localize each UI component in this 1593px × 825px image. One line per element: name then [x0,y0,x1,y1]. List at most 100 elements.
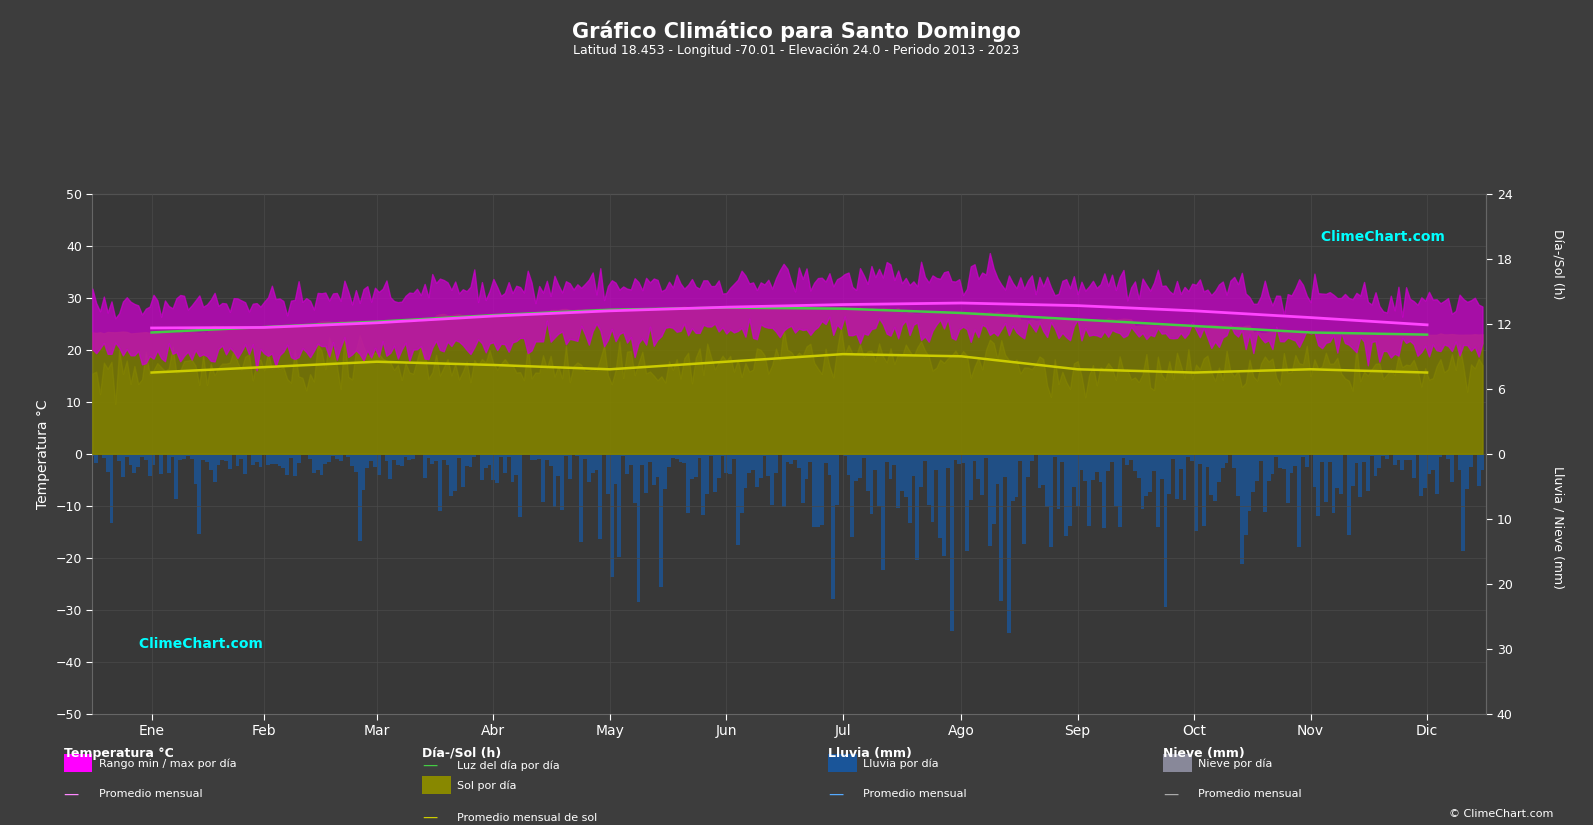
Bar [583,454,586,460]
Bar [1400,454,1403,470]
Bar [832,454,835,600]
Bar [930,454,935,522]
Bar [1416,454,1419,455]
Bar [121,454,124,477]
Text: ClimeChart.com: ClimeChart.com [1316,230,1445,244]
Bar [487,454,492,465]
Bar [263,454,266,455]
Bar [411,454,416,460]
Bar [403,454,408,456]
Bar [307,454,312,459]
Bar [1171,454,1176,460]
Bar [170,454,175,457]
Bar [709,454,714,456]
Text: Día-/Sol (h): Día-/Sol (h) [422,747,502,760]
Bar [511,454,515,482]
Bar [1217,454,1220,483]
Bar [660,454,663,587]
Bar [667,454,671,467]
Bar [124,454,129,457]
Bar [365,454,370,468]
Bar [102,454,105,458]
Bar [269,454,274,464]
Bar [1480,454,1485,470]
Bar [610,454,613,577]
Bar [1195,454,1198,530]
Text: Lluvia / Nieve (mm): Lluvia / Nieve (mm) [1552,466,1564,590]
Bar [977,454,980,478]
Bar [567,454,572,478]
Bar [812,454,816,526]
Bar [878,454,881,506]
Bar [327,454,331,462]
Bar [999,454,1004,601]
Bar [1321,454,1324,462]
Text: Temperatura °C: Temperatura °C [64,747,174,760]
Bar [1466,454,1469,488]
Bar [1359,454,1362,497]
Bar [889,454,892,479]
Bar [492,454,495,480]
Bar [1198,454,1201,464]
Bar [209,454,213,470]
Bar [1403,454,1408,460]
Bar [1438,454,1442,457]
Bar [91,454,94,456]
Bar [1252,454,1255,492]
Bar [217,454,220,465]
Bar [1037,454,1042,488]
Bar [870,454,873,514]
Bar [151,454,156,465]
Bar [1332,454,1335,513]
Bar [381,454,384,455]
Bar [1050,454,1053,547]
Bar [725,454,728,473]
Bar [457,454,460,458]
Bar [594,454,599,469]
Bar [1458,454,1461,469]
Bar [1182,454,1187,500]
Bar [1004,454,1007,477]
Bar [430,454,435,464]
Bar [542,454,545,502]
Bar [720,454,725,456]
Bar [755,454,758,487]
Bar [777,454,782,455]
Bar [808,454,812,462]
Bar [315,454,320,470]
Bar [911,454,916,475]
Bar [624,454,629,474]
Bar [1094,454,1099,473]
Bar [342,454,346,455]
Bar [1255,454,1258,481]
Bar [1335,454,1340,488]
Bar [362,454,365,491]
Bar [1450,454,1454,483]
Bar [941,454,946,556]
Bar [1110,454,1114,462]
Bar [384,454,389,461]
Bar [706,454,709,493]
Bar [1297,454,1301,547]
Bar [1236,454,1239,496]
Bar [1247,454,1252,512]
Bar [1083,454,1086,481]
Bar [752,454,755,470]
Bar [1015,454,1018,497]
Bar [1239,454,1244,564]
Bar [1263,454,1266,512]
Bar [744,454,747,488]
Bar [865,454,870,491]
Bar [1469,454,1474,467]
Bar [1233,454,1236,468]
Bar [526,454,529,455]
Bar [992,454,996,524]
Bar [392,454,397,460]
Bar [1061,454,1064,463]
Text: Rango min / max por día: Rango min / max por día [99,759,236,769]
Bar [537,454,542,460]
Bar [1023,454,1026,544]
Bar [194,454,198,483]
Bar [1026,454,1031,477]
Bar [714,454,717,493]
